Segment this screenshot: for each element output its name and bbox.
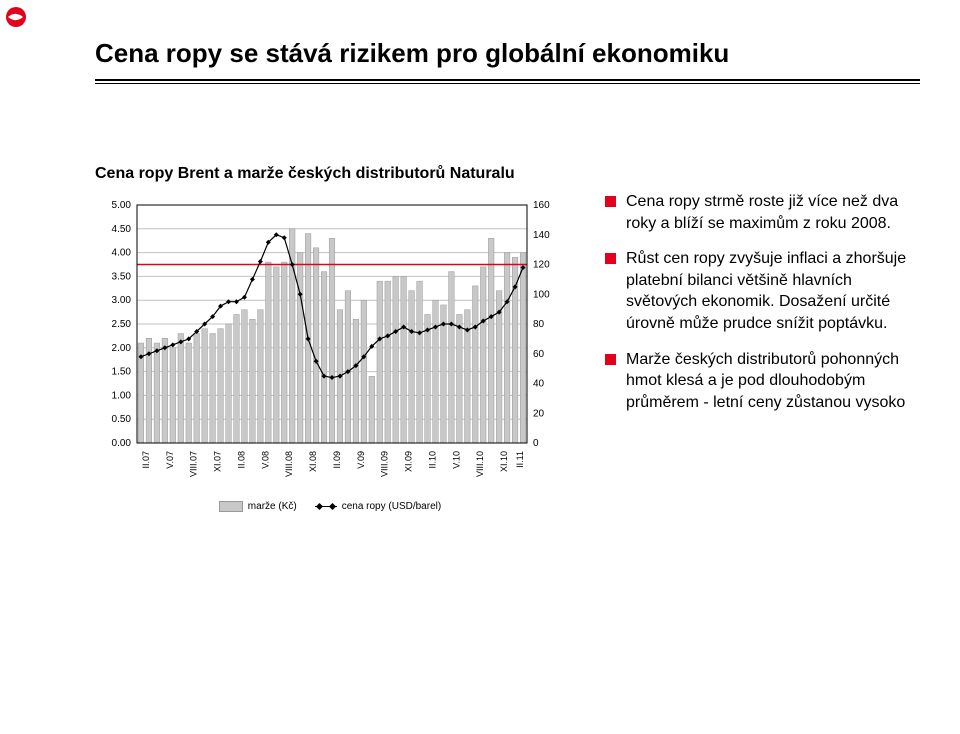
slide-title: Cena ropy se stává rizikem pro globální … [95, 38, 920, 69]
legend-swatch-line-icon [315, 506, 337, 507]
svg-text:II.10: II.10 [427, 451, 437, 469]
chart: 0.00 0.50 1.00 1.50 2.00 2.50 3.00 3.50 4.00 4.50… [95, 197, 565, 497]
svg-text:VIII.07: VIII.07 [189, 451, 199, 477]
chart-legend: marže (Kč) cena ropy (USD/barel) [95, 501, 565, 512]
svg-text:0.50: 0.50 [112, 414, 132, 425]
bullet-item: Růst cen ropy zvyšuje inflaci a zhoršuje… [605, 248, 915, 334]
bullet-text: Marže českých distributorů pohonných hmo… [626, 349, 915, 414]
svg-text:II.07: II.07 [141, 451, 151, 469]
title-area: Cena ropy se stává rizikem pro globální … [95, 38, 920, 84]
brand-logo: UniCredit [3, 0, 29, 28]
svg-text:1.00: 1.00 [112, 390, 132, 401]
svg-text:120: 120 [533, 260, 550, 271]
bullet-square-icon [605, 253, 616, 264]
svg-text:40: 40 [533, 379, 545, 390]
svg-text:II.08: II.08 [236, 451, 246, 469]
brand-mark-icon [5, 6, 27, 28]
svg-text:0: 0 [533, 438, 539, 449]
svg-text:VIII.09: VIII.09 [380, 451, 390, 477]
svg-text:XI.08: XI.08 [308, 451, 318, 472]
svg-text:140: 140 [533, 230, 550, 241]
svg-text:VIII.08: VIII.08 [284, 451, 294, 477]
svg-text:VIII.10: VIII.10 [475, 451, 485, 477]
legend-swatch-bar-icon [219, 501, 243, 512]
svg-text:80: 80 [533, 319, 545, 330]
svg-text:XI.10: XI.10 [499, 451, 509, 472]
svg-text:5.00: 5.00 [112, 200, 132, 211]
legend-item-line: cena ropy (USD/barel) [315, 501, 441, 512]
logo-strip: UniCredit [0, 0, 56, 734]
svg-text:2.50: 2.50 [112, 319, 132, 330]
svg-text:3.00: 3.00 [112, 295, 132, 306]
bullet-item: Cena ropy strmě roste již více než dva r… [605, 191, 915, 234]
bullet-square-icon [605, 354, 616, 365]
bullet-square-icon [605, 196, 616, 207]
bullet-list: Cena ropy strmě roste již více než dva r… [605, 191, 915, 427]
svg-text:II.11: II.11 [515, 451, 525, 468]
svg-text:100: 100 [533, 289, 550, 300]
legend-label-line: cena ropy (USD/barel) [342, 501, 441, 512]
svg-text:V.08: V.08 [260, 451, 270, 469]
svg-text:XI.09: XI.09 [404, 451, 414, 472]
svg-text:60: 60 [533, 349, 545, 360]
svg-text:II.09: II.09 [332, 451, 342, 469]
svg-text:2.00: 2.00 [112, 343, 132, 354]
title-rule-thick [95, 79, 920, 81]
svg-text:XI.07: XI.07 [213, 451, 223, 472]
svg-text:0.00: 0.00 [112, 438, 132, 449]
legend-item-bars: marže (Kč) [219, 501, 297, 512]
svg-text:20: 20 [533, 408, 545, 419]
bullet-text: Růst cen ropy zvyšuje inflaci a zhoršuje… [626, 248, 915, 334]
bullet-item: Marže českých distributorů pohonných hmo… [605, 349, 915, 414]
svg-text:V.07: V.07 [165, 451, 175, 469]
chart-subtitle: Cena ropy Brent a marže českých distribu… [95, 165, 565, 183]
title-rule-thin [95, 83, 920, 84]
svg-text:1.50: 1.50 [112, 367, 132, 378]
svg-text:V.09: V.09 [356, 451, 366, 469]
legend-label-bars: marže (Kč) [248, 501, 297, 512]
slide: UniCredit Cena ropy se stává rizikem pro… [0, 0, 960, 734]
svg-text:160: 160 [533, 200, 550, 211]
svg-text:4.00: 4.00 [112, 248, 132, 259]
svg-text:3.50: 3.50 [112, 271, 132, 282]
bullet-text: Cena ropy strmě roste již více než dva r… [626, 191, 915, 234]
svg-text:V.10: V.10 [451, 451, 461, 469]
svg-text:4.50: 4.50 [112, 224, 132, 235]
chart-column: Cena ropy Brent a marže českých distribu… [95, 165, 565, 512]
